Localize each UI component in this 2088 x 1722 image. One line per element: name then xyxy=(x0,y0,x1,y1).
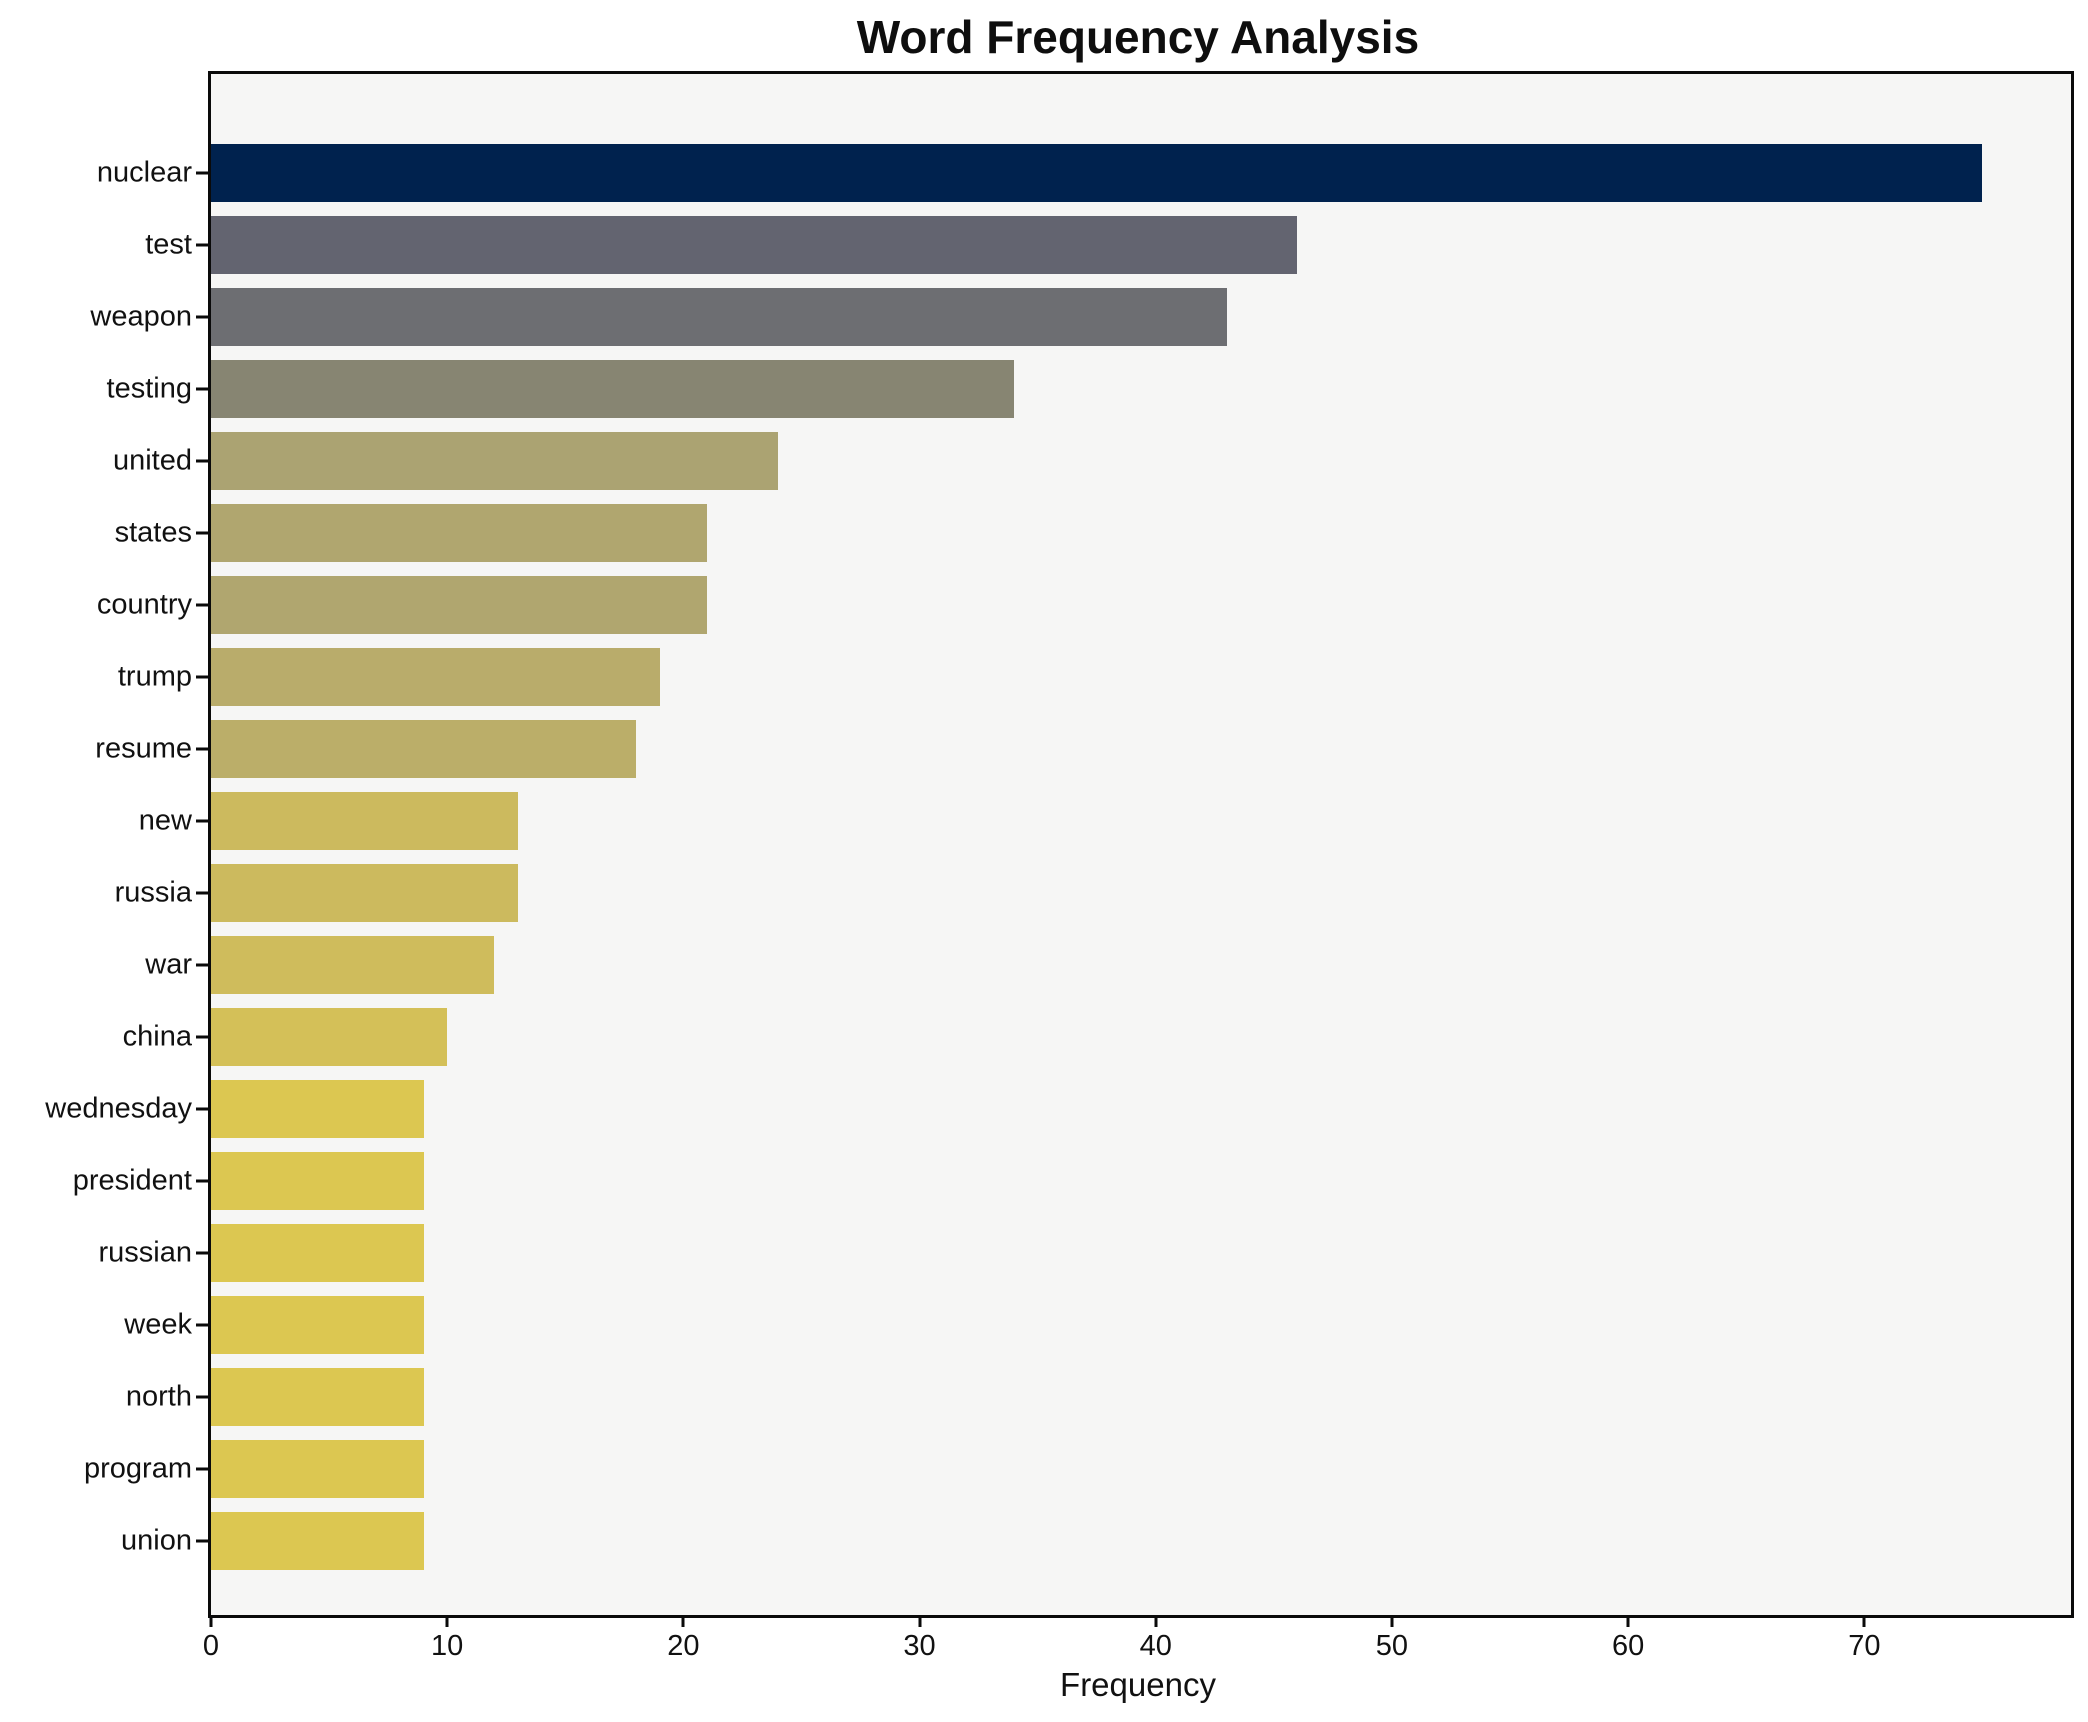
bar-testing xyxy=(211,360,1015,418)
ytick-label-russia: russia xyxy=(114,876,192,909)
xtick-mark-0 xyxy=(209,1615,213,1627)
ytick-mark-war xyxy=(196,963,208,967)
ytick-label-states: states xyxy=(114,516,192,549)
ytick-mark-wednesday xyxy=(196,1107,208,1111)
xtick-label-50: 50 xyxy=(1375,1630,1409,1662)
ytick-mark-resume xyxy=(196,747,208,751)
ytick-mark-test xyxy=(196,243,208,247)
xtick-mark-10 xyxy=(445,1615,449,1627)
chart-title: Word Frequency Analysis xyxy=(856,11,1420,63)
ytick-label-china: china xyxy=(122,1020,192,1053)
x-axis-label: Frequency xyxy=(1060,1666,1216,1703)
bar-trump xyxy=(211,648,660,706)
bar-north xyxy=(211,1368,424,1426)
ytick-label-russian: russian xyxy=(98,1236,193,1269)
ytick-mark-president xyxy=(196,1179,208,1183)
plot-area xyxy=(208,71,2074,1618)
ytick-label-north: north xyxy=(125,1380,192,1413)
xtick-label-20: 20 xyxy=(667,1630,700,1662)
xtick-label-0: 0 xyxy=(202,1630,220,1662)
xtick-label-30: 30 xyxy=(903,1630,936,1662)
ytick-mark-new xyxy=(196,819,208,823)
bar-weapon xyxy=(211,288,1227,346)
ytick-label-test: test xyxy=(145,228,192,261)
ytick-label-resume: resume xyxy=(95,732,192,765)
ytick-mark-china xyxy=(196,1035,208,1039)
xtick-label-60: 60 xyxy=(1612,1630,1645,1662)
xtick-mark-40 xyxy=(1154,1615,1158,1627)
bar-wednesday xyxy=(211,1080,424,1138)
ytick-label-union: union xyxy=(121,1524,192,1557)
ytick-mark-russia xyxy=(196,891,208,895)
ytick-label-united: united xyxy=(112,444,192,477)
ytick-label-nuclear: nuclear xyxy=(96,156,192,189)
xtick-label-10: 10 xyxy=(431,1630,464,1662)
ytick-label-week: week xyxy=(124,1308,192,1341)
ytick-mark-trump xyxy=(196,675,208,679)
ytick-mark-north xyxy=(196,1395,208,1399)
bar-new xyxy=(211,792,519,850)
ytick-mark-russian xyxy=(196,1251,208,1255)
bar-resume xyxy=(211,720,637,778)
ytick-label-wednesday: wednesday xyxy=(45,1092,192,1125)
ytick-label-new: new xyxy=(138,804,192,837)
bar-china xyxy=(211,1008,448,1066)
bar-test xyxy=(211,216,1298,274)
ytick-mark-states xyxy=(196,531,208,535)
ytick-mark-week xyxy=(196,1323,208,1327)
xtick-mark-70 xyxy=(1862,1615,1866,1627)
ytick-mark-program xyxy=(196,1467,208,1471)
bar-states xyxy=(211,504,707,562)
xtick-mark-30 xyxy=(918,1615,922,1627)
ytick-label-country: country xyxy=(96,588,192,621)
bar-russia xyxy=(211,864,519,922)
ytick-mark-weapon xyxy=(196,315,208,319)
bar-president xyxy=(211,1152,424,1210)
bar-united xyxy=(211,432,778,490)
ytick-label-trump: trump xyxy=(117,660,192,693)
ytick-mark-union xyxy=(196,1539,208,1543)
bar-country xyxy=(211,576,707,634)
bar-program xyxy=(211,1440,424,1498)
bar-week xyxy=(211,1296,424,1354)
ytick-label-testing: testing xyxy=(106,372,192,405)
xtick-label-70: 70 xyxy=(1848,1630,1881,1662)
ytick-mark-united xyxy=(196,459,208,463)
bar-russian xyxy=(211,1224,424,1282)
xtick-label-40: 40 xyxy=(1139,1630,1172,1662)
ytick-mark-country xyxy=(196,603,208,607)
bar-war xyxy=(211,936,495,994)
xtick-mark-60 xyxy=(1626,1615,1630,1627)
xtick-mark-50 xyxy=(1390,1615,1394,1627)
bar-nuclear xyxy=(211,144,1983,202)
ytick-label-weapon: weapon xyxy=(90,300,192,333)
ytick-label-president: president xyxy=(72,1164,192,1197)
xtick-mark-20 xyxy=(681,1615,685,1627)
ytick-mark-testing xyxy=(196,387,208,391)
bar-union xyxy=(211,1512,424,1570)
ytick-label-war: war xyxy=(145,948,192,981)
ytick-label-program: program xyxy=(84,1452,192,1485)
ytick-mark-nuclear xyxy=(196,171,208,175)
